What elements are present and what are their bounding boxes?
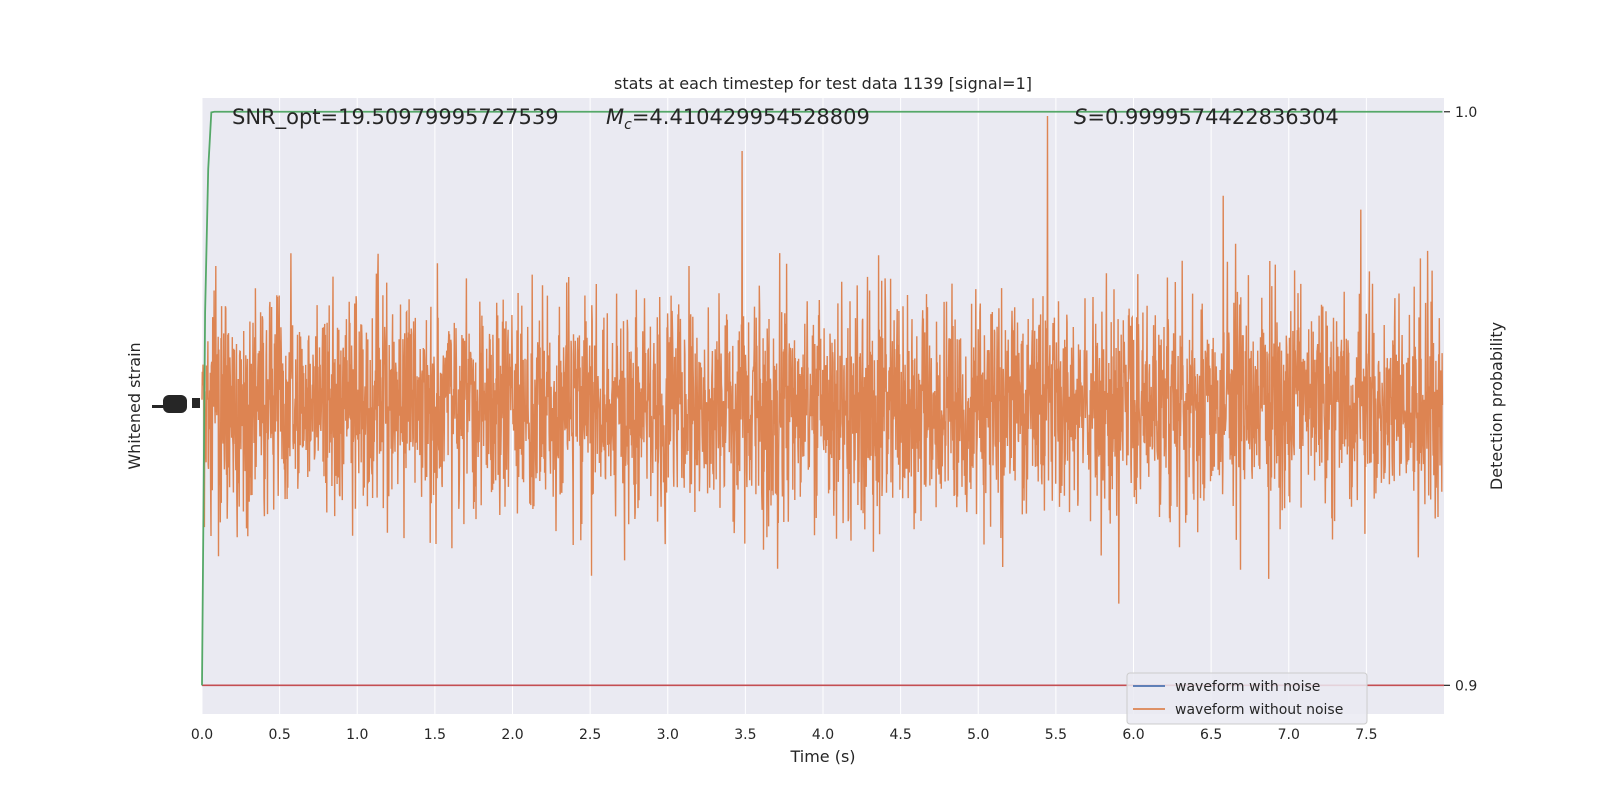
x-tick-label: 6.0: [1122, 727, 1144, 743]
waveform-without-noise-line: [201, 115, 1444, 604]
left-tick-cluster: [152, 395, 200, 413]
chirp-mass-annotation: Mc=4.410429954528809: [606, 105, 870, 133]
right-tick-label: 0.9: [1455, 678, 1477, 694]
chirp-mass-value: =4.410429954528809: [632, 105, 870, 129]
x-tick-label: 4.5: [889, 727, 911, 743]
waveform-without-noise-series: [201, 115, 1444, 604]
score-value: =0.9999574422836304: [1087, 105, 1338, 129]
score-annotation: S=0.9999574422836304: [1074, 105, 1339, 129]
legend-label-without-noise: waveform without noise: [1175, 702, 1343, 718]
chirp-mass-subscript: c: [624, 117, 632, 133]
snr-annotation: SNR_opt=19.50979995727539: [232, 105, 559, 130]
left-y-axis-label: Whitened strain: [125, 342, 144, 469]
x-tick-label: 7.5: [1355, 727, 1377, 743]
detection-probability-line: [201, 110, 1443, 686]
x-tick-label: 4.0: [812, 727, 834, 743]
x-tick-label: 2.5: [579, 727, 601, 743]
right-y-axis: 0.9 1.0: [1444, 105, 1477, 694]
right-y-axis-label: Detection probability: [1487, 322, 1506, 490]
x-tick-label: 3.0: [657, 727, 679, 743]
x-tick-label: 5.5: [1045, 727, 1067, 743]
chart-title: stats at each timestep for test data 113…: [614, 74, 1032, 93]
x-tick-label: 7.0: [1278, 727, 1300, 743]
legend-box: [1126, 672, 1368, 725]
right-tick-label: 1.0: [1455, 105, 1477, 121]
x-axis: 0.0 0.5 1.0 1.5 2.0 2.5 3.0 3.5 4.0 4.5 5.0 5.5 6.0 6…: [191, 727, 1378, 743]
x-tick-label: 0.0: [191, 727, 213, 743]
x-tick-label: 6.5: [1200, 727, 1222, 743]
legend: waveform with noise waveform without noi…: [1126, 672, 1368, 725]
x-tick-label: 0.5: [268, 727, 290, 743]
legend-label-with-noise: waveform with noise: [1175, 679, 1320, 695]
x-axis-label: Time (s): [789, 747, 855, 766]
x-tick-label: 1.0: [346, 727, 368, 743]
x-tick-label: 3.5: [734, 727, 756, 743]
score-symbol: S: [1074, 105, 1087, 129]
chirp-mass-symbol: M: [606, 105, 624, 129]
x-tick-label: 5.0: [967, 727, 989, 743]
x-tick-label: 2.0: [501, 727, 523, 743]
x-tick-label: 1.5: [424, 727, 446, 743]
